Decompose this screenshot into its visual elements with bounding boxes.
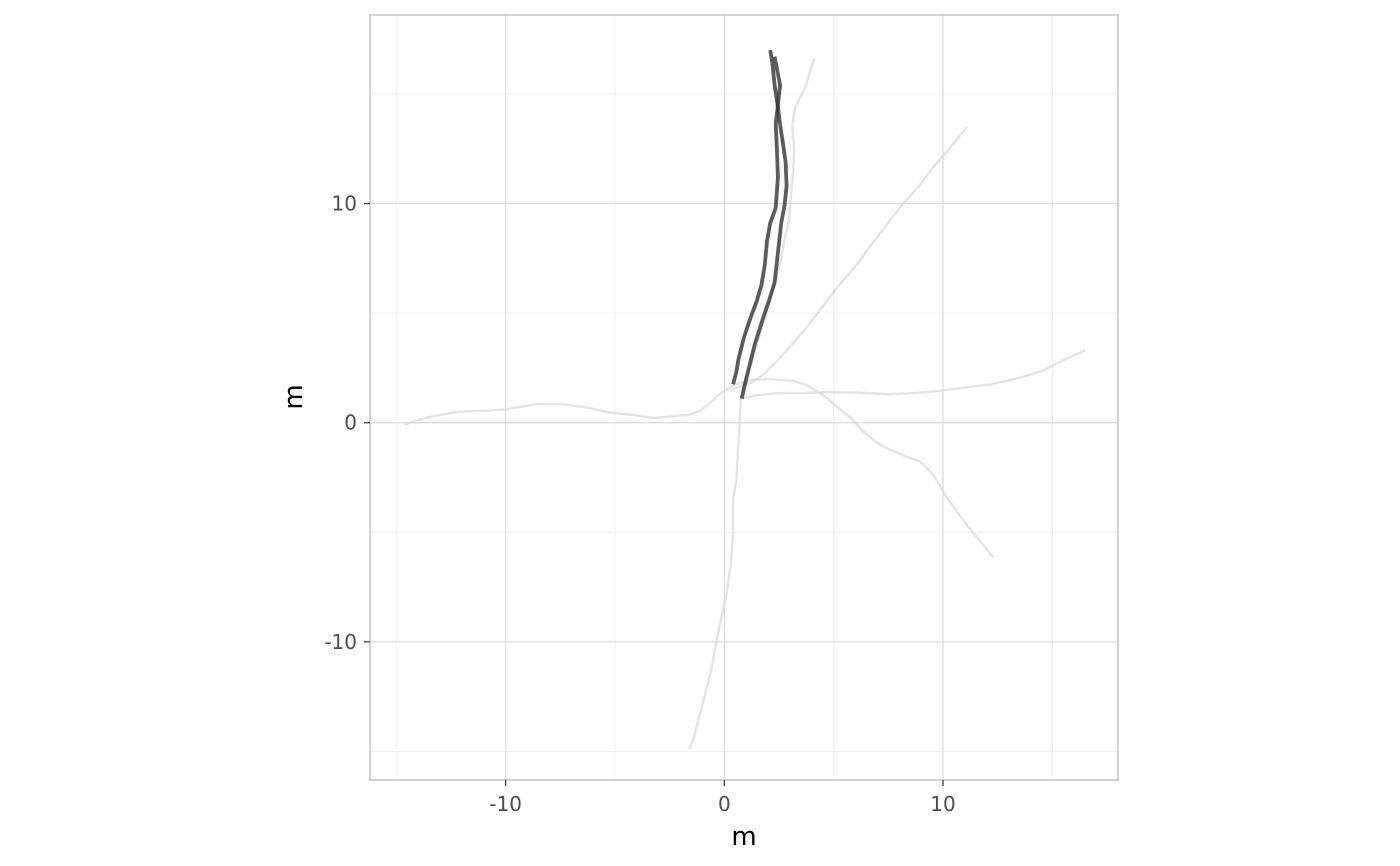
background-track-line <box>404 377 995 559</box>
x-tick-label: -10 <box>489 792 522 816</box>
highlighted-track-line <box>739 49 789 400</box>
x-axis-ticks: -10 0 10 <box>489 780 956 816</box>
highlighted-tracks <box>731 49 789 400</box>
x-tick-label: 10 <box>930 792 955 816</box>
minor-gridlines <box>370 15 1118 780</box>
x-axis-title: m <box>731 822 756 852</box>
panel-border <box>369 14 1119 781</box>
y-tick-label: 10 <box>332 192 357 216</box>
y-axis-ticks: -10 0 10 <box>324 192 370 654</box>
background-track-line <box>741 349 1086 400</box>
x-tick-label: 0 <box>718 792 731 816</box>
major-gridlines <box>370 15 1118 780</box>
background-track-line <box>730 126 969 391</box>
y-axis-title: m <box>279 384 309 409</box>
y-tick-label: 0 <box>344 411 357 435</box>
highlighted-track-line <box>731 56 782 385</box>
y-tick-label: -10 <box>324 630 357 654</box>
